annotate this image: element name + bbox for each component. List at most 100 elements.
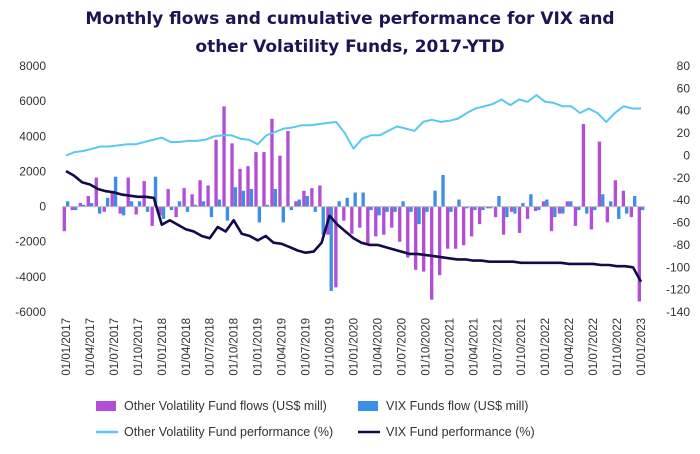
bar-other-volatility-flow <box>278 155 282 207</box>
line-other-volatility-performance <box>65 94 641 157</box>
x-tick-label: 01/07/2019 <box>301 318 313 376</box>
y-left-tick-label: -2000 <box>15 235 46 249</box>
bar-vix-flow <box>633 196 637 207</box>
bar-other-volatility-flow <box>150 206 154 226</box>
bar-other-volatility-flow <box>493 206 498 218</box>
bar-other-volatility-flow <box>437 206 442 276</box>
bar-other-volatility-flow <box>549 206 554 232</box>
bar-other-volatility-flow <box>541 201 546 207</box>
bar-other-volatility-flow <box>581 123 586 207</box>
legend-label: VIX Fund performance (%) <box>386 425 535 439</box>
bar-vix-flow <box>121 206 126 216</box>
bar-other-volatility-flow <box>302 190 306 207</box>
bar-other-volatility-flow <box>382 206 386 235</box>
bar-vix-flow <box>433 190 437 207</box>
y-left-tick-label: 6000 <box>19 94 46 108</box>
bar-vix-flow <box>145 206 150 212</box>
bar-vix-flow <box>361 192 365 207</box>
bar-other-volatility-flow <box>198 180 202 207</box>
bar-other-volatility-flow <box>62 206 66 232</box>
bar-other-volatility-flow <box>398 206 402 242</box>
y-right-tick-label: -100 <box>666 260 690 274</box>
x-tick-label: 01/10/2019 <box>325 318 337 376</box>
bar-other-volatility-flow <box>254 152 258 207</box>
bar-other-volatility-flow <box>477 206 482 225</box>
bar-other-volatility-flow <box>126 177 130 207</box>
bar-other-volatility-flow <box>485 206 490 209</box>
bar-vix-flow <box>513 206 517 214</box>
bar-vix-flow <box>465 206 469 209</box>
bar-other-volatility-flow <box>174 206 178 218</box>
bar-vix-flow <box>489 206 493 209</box>
y-right-tick-label: -40 <box>673 193 691 207</box>
bar-other-volatility-flow <box>310 188 314 207</box>
bar-vix-flow <box>281 206 285 223</box>
x-tick-label: 01/01/2019 <box>253 318 265 376</box>
bar-vix-flow <box>529 194 533 207</box>
bar-vix-flow <box>441 174 445 207</box>
bar-vix-flow <box>233 187 238 207</box>
x-tick-label: 01/01/2022 <box>540 318 552 376</box>
bar-vix-flow <box>217 199 222 207</box>
bar-vix-flow <box>457 199 461 207</box>
x-tick-label: 01/01/2021 <box>444 318 456 376</box>
bar-vix-flow <box>481 206 485 211</box>
bar-other-volatility-flow <box>501 206 506 235</box>
bar-vix-flow <box>73 206 78 211</box>
x-tick-label: 01/10/2022 <box>612 318 624 376</box>
bar-vix-flow <box>225 206 230 221</box>
bar-vix-flow <box>425 206 429 212</box>
y-right-tick-label: 0 <box>683 148 690 162</box>
bar-other-volatility-flow <box>469 206 474 237</box>
bar-other-volatility-flow <box>525 206 530 219</box>
bar-other-volatility-flow <box>206 185 210 207</box>
bar-vix-flow <box>289 206 293 211</box>
bar-vix-flow <box>521 203 525 207</box>
bar-vix-flow <box>89 203 94 207</box>
bar-vix-flow <box>609 201 613 207</box>
bar-other-volatility-flow <box>366 206 370 245</box>
legend-label: VIX Funds flow (US$ mill) <box>386 399 528 413</box>
bar-other-volatility-flow <box>110 190 114 207</box>
line-vix-performance <box>65 169 643 283</box>
bar-other-volatility-flow <box>94 177 98 207</box>
bar-other-volatility-flow <box>270 118 274 207</box>
bar-vix-flow <box>401 201 405 207</box>
bar-other-volatility-flow <box>182 188 186 207</box>
bar-vix-flow <box>97 206 102 214</box>
y-left-tick-label: 4000 <box>19 129 46 143</box>
bar-vix-flow <box>569 201 573 207</box>
x-tick-label: 01/10/2017 <box>133 318 145 376</box>
x-tick-label: 01/07/2017 <box>109 318 121 376</box>
legend-label: Other Volatility Fund flows (US$ mill) <box>124 399 327 413</box>
bar-vix-flow <box>641 206 645 211</box>
bar-vix-flow <box>417 206 421 225</box>
bar-vix-flow <box>337 201 341 207</box>
legend-swatch-bar <box>358 401 378 411</box>
bar-vix-flow <box>593 206 597 211</box>
bar-vix-flow <box>473 206 477 211</box>
y-right-tick-label: 40 <box>677 104 691 118</box>
bar-vix-flow <box>169 206 174 211</box>
x-tick-label: 01/01/2017 <box>61 318 73 376</box>
bar-other-volatility-flow <box>142 181 146 207</box>
y-right-tick-label: -20 <box>673 171 691 185</box>
bar-vix-flow <box>105 197 110 207</box>
bar-other-volatility-flow <box>294 201 298 207</box>
legend-swatch-bar <box>96 401 116 411</box>
bar-vix-flow <box>577 206 581 211</box>
bar-vix-flow <box>257 206 262 223</box>
bar-vix-flow <box>193 204 198 207</box>
bar-other-volatility-flow <box>445 206 450 249</box>
bar-other-volatility-flow <box>318 185 322 207</box>
bar-vix-flow <box>81 204 86 207</box>
bar-vix-flow <box>553 206 557 218</box>
bar-vix-flow <box>329 206 333 291</box>
bar-vix-flow <box>497 196 501 207</box>
legend: Other Volatility Fund flows (US$ mill) VI… <box>96 399 535 439</box>
bar-other-volatility-flow <box>158 206 162 216</box>
bar-vix-flow <box>449 206 453 212</box>
bar-other-volatility-flow <box>637 206 642 302</box>
bar-vix-flow <box>601 194 605 207</box>
bar-other-volatility-flow <box>597 141 602 207</box>
